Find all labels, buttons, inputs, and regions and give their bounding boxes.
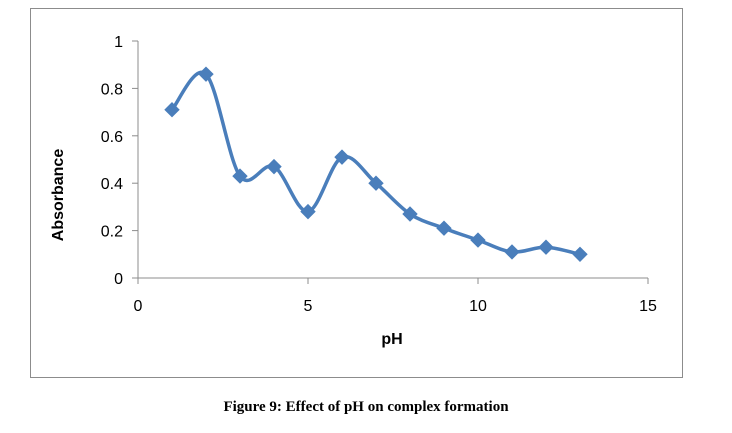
x-tick-label: 10: [469, 298, 487, 315]
chart-frame: 0 5 10 15 0 0.2 0.4 0.6 0.8 1 pH Absorbance: [30, 8, 683, 378]
y-tick-label: 0.8: [101, 81, 123, 98]
y-tick-label: 0.6: [101, 129, 123, 146]
figure-caption: Figure 9: Effect of pH on complex format…: [223, 399, 509, 415]
data-point-marker: [334, 149, 350, 165]
y-tick-label: 1: [114, 34, 123, 51]
data-point-marker: [436, 220, 452, 236]
x-tick-label: 0: [134, 298, 143, 315]
data-point-marker: [538, 239, 554, 255]
series-line: [170, 70, 582, 257]
data-point-marker: [504, 244, 520, 260]
data-point-marker: [164, 102, 180, 118]
axes: [137, 41, 648, 279]
chart-svg: 0 5 10 15 0 0.2 0.4 0.6 0.8 1 pH Absorbance: [50, 34, 657, 348]
y-tick-label: 0: [114, 271, 123, 288]
x-tick-label: 5: [304, 298, 313, 315]
series-markers: [164, 66, 588, 263]
y-tick-label: 0.2: [101, 224, 123, 241]
data-point-marker: [266, 158, 282, 175]
y-tick-label: 0.4: [101, 176, 123, 193]
x-tick-label: 15: [639, 298, 657, 315]
data-point-marker: [198, 66, 214, 82]
x-ticks: 0 5 10 15: [134, 278, 657, 315]
data-point-marker: [470, 232, 486, 248]
y-axis-title: Absorbance: [50, 149, 67, 242]
y-ticks: 0 0.2 0.4 0.6 0.8 1: [101, 34, 138, 288]
data-point-marker: [572, 246, 588, 263]
data-point-marker: [402, 206, 418, 222]
data-point-marker: [300, 203, 316, 220]
data-point-marker: [232, 168, 248, 184]
x-axis-title: pH: [381, 331, 402, 348]
data-point-marker: [368, 175, 384, 191]
